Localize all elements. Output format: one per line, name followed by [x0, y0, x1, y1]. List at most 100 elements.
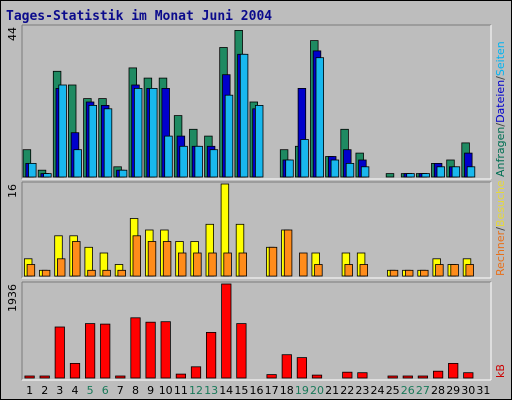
- bar-requests-seiten-day-7: [118, 169, 128, 178]
- legend-item-requests-2: Dateien: [494, 80, 507, 123]
- bar-kb-kb-day-26: [402, 375, 413, 379]
- bar-visits-rechner-day-7: [117, 269, 126, 277]
- tick-label-day-25: 25: [386, 384, 400, 397]
- page-title: Tages-Statistik im Monat Juni 2004: [6, 9, 273, 24]
- bar-requests-seiten-day-8: [133, 88, 143, 178]
- bar-requests-seiten-day-29: [451, 166, 461, 178]
- bar-requests-seiten-day-14: [224, 94, 234, 178]
- tick-label-day-9: 9: [147, 384, 154, 397]
- bar-requests-seiten-day-18: [285, 159, 294, 178]
- tick-label-day-5: 5: [87, 384, 94, 397]
- max-label-visits: 16: [6, 184, 19, 198]
- bar-visits-rechner-day-12: [193, 252, 202, 277]
- bar-kb-kb-day-13: [205, 331, 217, 379]
- bar-kb-kb-day-15: [236, 323, 247, 379]
- bar-requests-seiten-day-3: [58, 84, 67, 178]
- bar-visits-rechner-day-19: [299, 252, 308, 277]
- legend-visits: Rechner/Besuche: [494, 180, 507, 276]
- bar-requests-seiten-day-30: [466, 166, 476, 178]
- tick-label-day-7: 7: [117, 384, 124, 397]
- legend-item-requests-4: Seiten: [494, 41, 507, 76]
- bar-requests-seiten-day-27: [421, 173, 430, 178]
- legend-item-requests-0: Anfragen: [494, 127, 507, 177]
- tick-label-day-11: 11: [174, 384, 188, 397]
- legend-kb: kB: [494, 364, 507, 378]
- bar-kb-kb-day-9: [145, 321, 156, 379]
- bar-requests-seiten-day-4: [73, 149, 82, 178]
- bar-visits-rechner-day-8: [132, 235, 141, 277]
- tick-label-day-8: 8: [132, 384, 139, 397]
- bar-kb-kb-day-28: [432, 370, 444, 379]
- bar-requests-seiten-day-10: [164, 135, 173, 178]
- legend-requests: Anfragen/Dateien/Seiten: [494, 41, 507, 177]
- bar-kb-kb-day-20: [311, 374, 323, 379]
- tick-label-day-21: 21: [325, 384, 339, 397]
- bar-visits-rechner-day-13: [208, 252, 217, 277]
- bar-requests-seiten-day-15: [239, 53, 249, 178]
- legend-item-visits-2: Besuche: [494, 180, 507, 227]
- bar-requests-seiten-day-21: [330, 159, 340, 178]
- bar-kb-kb-day-18: [281, 354, 292, 379]
- bar-visits-rechner-day-3: [57, 258, 66, 277]
- tick-label-day-19: 19: [295, 384, 309, 397]
- bar-kb-kb-day-10: [160, 321, 171, 379]
- bar-requests-seiten-day-19: [300, 139, 309, 178]
- bar-kb-kb-day-19: [296, 357, 308, 379]
- tick-label-day-13: 13: [204, 384, 218, 397]
- max-label-kb: 1936: [6, 284, 19, 312]
- tick-label-day-3: 3: [56, 384, 63, 397]
- legend-item-kb-0: kB: [494, 364, 507, 378]
- tick-label-day-4: 4: [72, 384, 79, 397]
- bar-visits-rechner-day-17: [268, 246, 278, 277]
- bar-kb-kb-day-23: [357, 372, 368, 379]
- bar-kb-kb-day-25: [387, 375, 398, 379]
- bar-requests-seiten-day-12: [194, 145, 203, 178]
- tick-label-day-24: 24: [371, 384, 385, 397]
- tick-label-day-29: 29: [446, 384, 460, 397]
- bar-requests-seiten-day-1: [28, 162, 37, 178]
- tick-label-day-2: 2: [41, 384, 48, 397]
- bar-visits-rechner-day-20: [314, 264, 323, 277]
- tick-label-day-12: 12: [189, 384, 203, 397]
- bar-requests-seiten-day-13: [209, 149, 219, 178]
- tick-label-day-28: 28: [431, 384, 445, 397]
- tick-label-day-16: 16: [250, 384, 264, 397]
- bar-visits-rechner-day-1: [26, 264, 36, 277]
- bar-kb-kb-day-14: [221, 283, 232, 379]
- tick-label-day-14: 14: [219, 384, 233, 397]
- bar-kb-kb-day-7: [115, 375, 126, 379]
- bar-visits-rechner-day-29: [450, 264, 459, 277]
- bar-kb-kb-day-5: [85, 323, 96, 379]
- tick-label-day-6: 6: [102, 384, 109, 397]
- bar-kb-kb-day-11: [175, 373, 186, 379]
- bar-visits-rechner-day-22: [344, 264, 353, 277]
- bar-kb-kb-day-4: [69, 362, 81, 379]
- tick-label-day-27: 27: [416, 384, 430, 397]
- tick-label-day-10: 10: [159, 384, 173, 397]
- max-label-requests: 44: [6, 27, 19, 41]
- bar-kb-kb-day-2: [39, 375, 50, 379]
- bar-kb-kb-day-22: [342, 371, 353, 379]
- tick-label-day-17: 17: [265, 384, 279, 397]
- bar-visits-rechner-day-30: [465, 264, 474, 277]
- bar-visits-rechner-day-9: [147, 241, 157, 277]
- tick-label-day-1: 1: [26, 384, 33, 397]
- bar-visits-rechner-day-6: [102, 269, 111, 277]
- tick-label-day-18: 18: [280, 384, 294, 397]
- bar-visits-rechner-day-2: [41, 269, 51, 277]
- tick-label-day-23: 23: [355, 384, 369, 397]
- bar-requests-seiten-day-6: [103, 108, 113, 178]
- bar-visits-rechner-day-26: [404, 269, 414, 277]
- bar-kb-kb-day-6: [100, 323, 111, 379]
- bar-visits-rechner-day-28: [435, 264, 444, 277]
- bar-requests-seiten-day-28: [436, 166, 445, 178]
- bar-kb-kb-day-17: [266, 374, 277, 379]
- bar-visits-rechner-day-15: [238, 252, 247, 277]
- bar-requests-seiten-day-20: [315, 57, 324, 178]
- bar-requests-seiten-day-22: [345, 162, 355, 178]
- legend-item-requests-3: /: [494, 76, 507, 80]
- bar-kb-kb-day-12: [190, 366, 202, 379]
- bar-kb-kb-day-27: [417, 375, 429, 379]
